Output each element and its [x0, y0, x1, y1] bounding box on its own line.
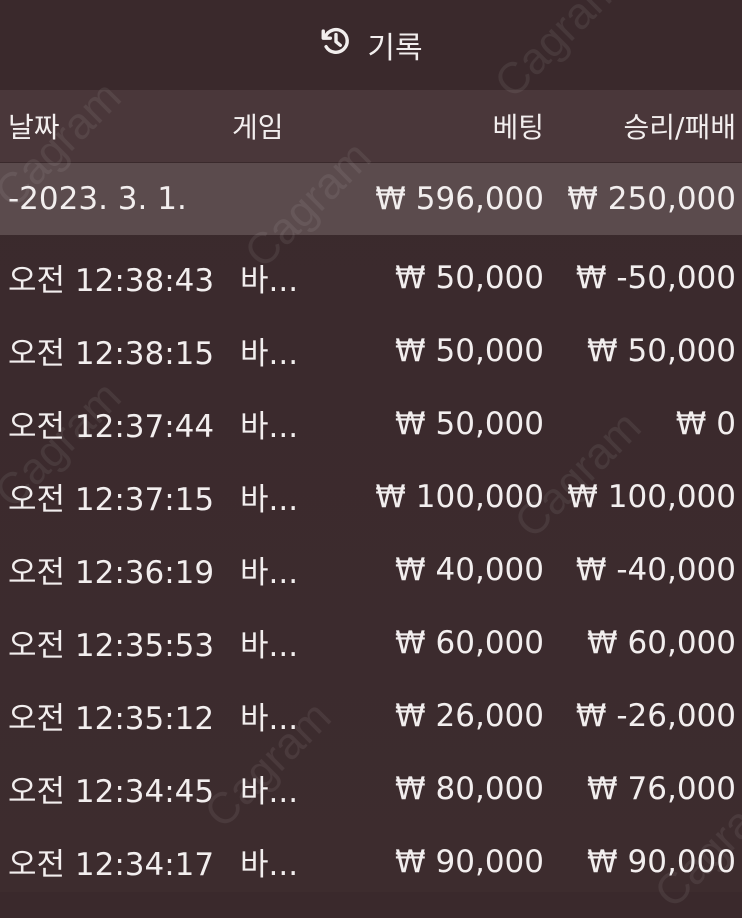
row-game: 바...	[240, 555, 299, 591]
column-header-game[interactable]: 게임	[232, 111, 284, 144]
row-result: ₩ 60,000	[587, 624, 736, 661]
summary-date: -2023. 3. 1.	[8, 181, 187, 217]
table-row[interactable]: 오전 12:37:44 바... ₩ 50,000 ₩ 0	[0, 387, 742, 460]
row-bet: ₩ 26,000	[395, 697, 544, 734]
row-result: ₩ 50,000	[587, 332, 736, 369]
row-game: 바...	[240, 701, 299, 737]
row-bet: ₩ 90,000	[395, 843, 544, 880]
summary-result: ₩ 250,000	[567, 181, 736, 217]
row-game: 바...	[240, 482, 299, 518]
row-result: ₩ -40,000	[575, 551, 736, 588]
row-time: 오전 12:35:12	[8, 701, 215, 737]
table-row[interactable]: 오전 12:35:53 바... ₩ 60,000 ₩ 60,000	[0, 606, 742, 679]
row-bet: ₩ 60,000	[395, 624, 544, 661]
row-result: ₩ 0	[675, 405, 736, 442]
row-bet: ₩ 50,000	[395, 332, 544, 369]
row-time: 오전 12:34:45	[8, 774, 215, 810]
column-header-date[interactable]: 날짜	[8, 111, 60, 144]
row-time: 오전 12:36:19	[8, 555, 215, 591]
table-row[interactable]: 오전 12:34:45 바... ₩ 80,000 ₩ 76,000	[0, 752, 742, 825]
row-bet: ₩ 50,000	[395, 259, 544, 296]
row-result: ₩ 90,000	[587, 843, 736, 880]
page-header: 기록	[0, 20, 742, 70]
row-game: 바...	[240, 774, 299, 810]
row-bet: ₩ 80,000	[395, 770, 544, 807]
table-row[interactable]: 오전 12:35:12 바... ₩ 26,000 ₩ -26,000	[0, 679, 742, 752]
row-game: 바...	[240, 847, 299, 883]
row-result: ₩ 76,000	[587, 770, 736, 807]
table-header: 날짜 게임 베팅 승리/패배	[0, 90, 742, 162]
row-result: ₩ -50,000	[575, 259, 736, 296]
table-row[interactable]: 오전 12:36:19 바... ₩ 40,000 ₩ -40,000	[0, 533, 742, 606]
history-icon	[319, 24, 353, 66]
row-bet: ₩ 100,000	[375, 478, 544, 515]
row-bet: ₩ 50,000	[395, 405, 544, 442]
row-time: 오전 12:38:15	[8, 336, 215, 372]
table-row[interactable]: 오전 12:38:15 바... ₩ 50,000 ₩ 50,000	[0, 314, 742, 387]
summary-bet: ₩ 596,000	[375, 181, 544, 217]
row-time: 오전 12:37:15	[8, 482, 215, 518]
column-header-result[interactable]: 승리/패배	[623, 111, 736, 144]
row-time: 오전 12:34:17	[8, 847, 215, 883]
row-time: 오전 12:37:44	[8, 409, 215, 445]
row-result: ₩ 100,000	[567, 478, 736, 515]
row-game: 바...	[240, 409, 299, 445]
row-game: 바...	[240, 263, 299, 299]
table-row[interactable]: 오전 12:34:17 바... ₩ 90,000 ₩ 90,000	[0, 825, 742, 898]
row-game: 바...	[240, 628, 299, 664]
page-title: 기록	[367, 31, 423, 66]
column-header-bet[interactable]: 베팅	[492, 111, 544, 144]
row-time: 오전 12:35:53	[8, 628, 215, 664]
row-time: 오전 12:38:43	[8, 263, 215, 299]
row-game: 바...	[240, 336, 299, 372]
table-row[interactable]: 오전 12:37:15 바... ₩ 100,000 ₩ 100,000	[0, 460, 742, 533]
row-bet: ₩ 40,000	[395, 551, 544, 588]
table-row[interactable]: 오전 12:38:43 바... ₩ 50,000 ₩ -50,000	[0, 241, 742, 314]
date-summary-row[interactable]: -2023. 3. 1. ₩ 596,000 ₩ 250,000	[0, 163, 742, 235]
row-result: ₩ -26,000	[575, 697, 736, 734]
